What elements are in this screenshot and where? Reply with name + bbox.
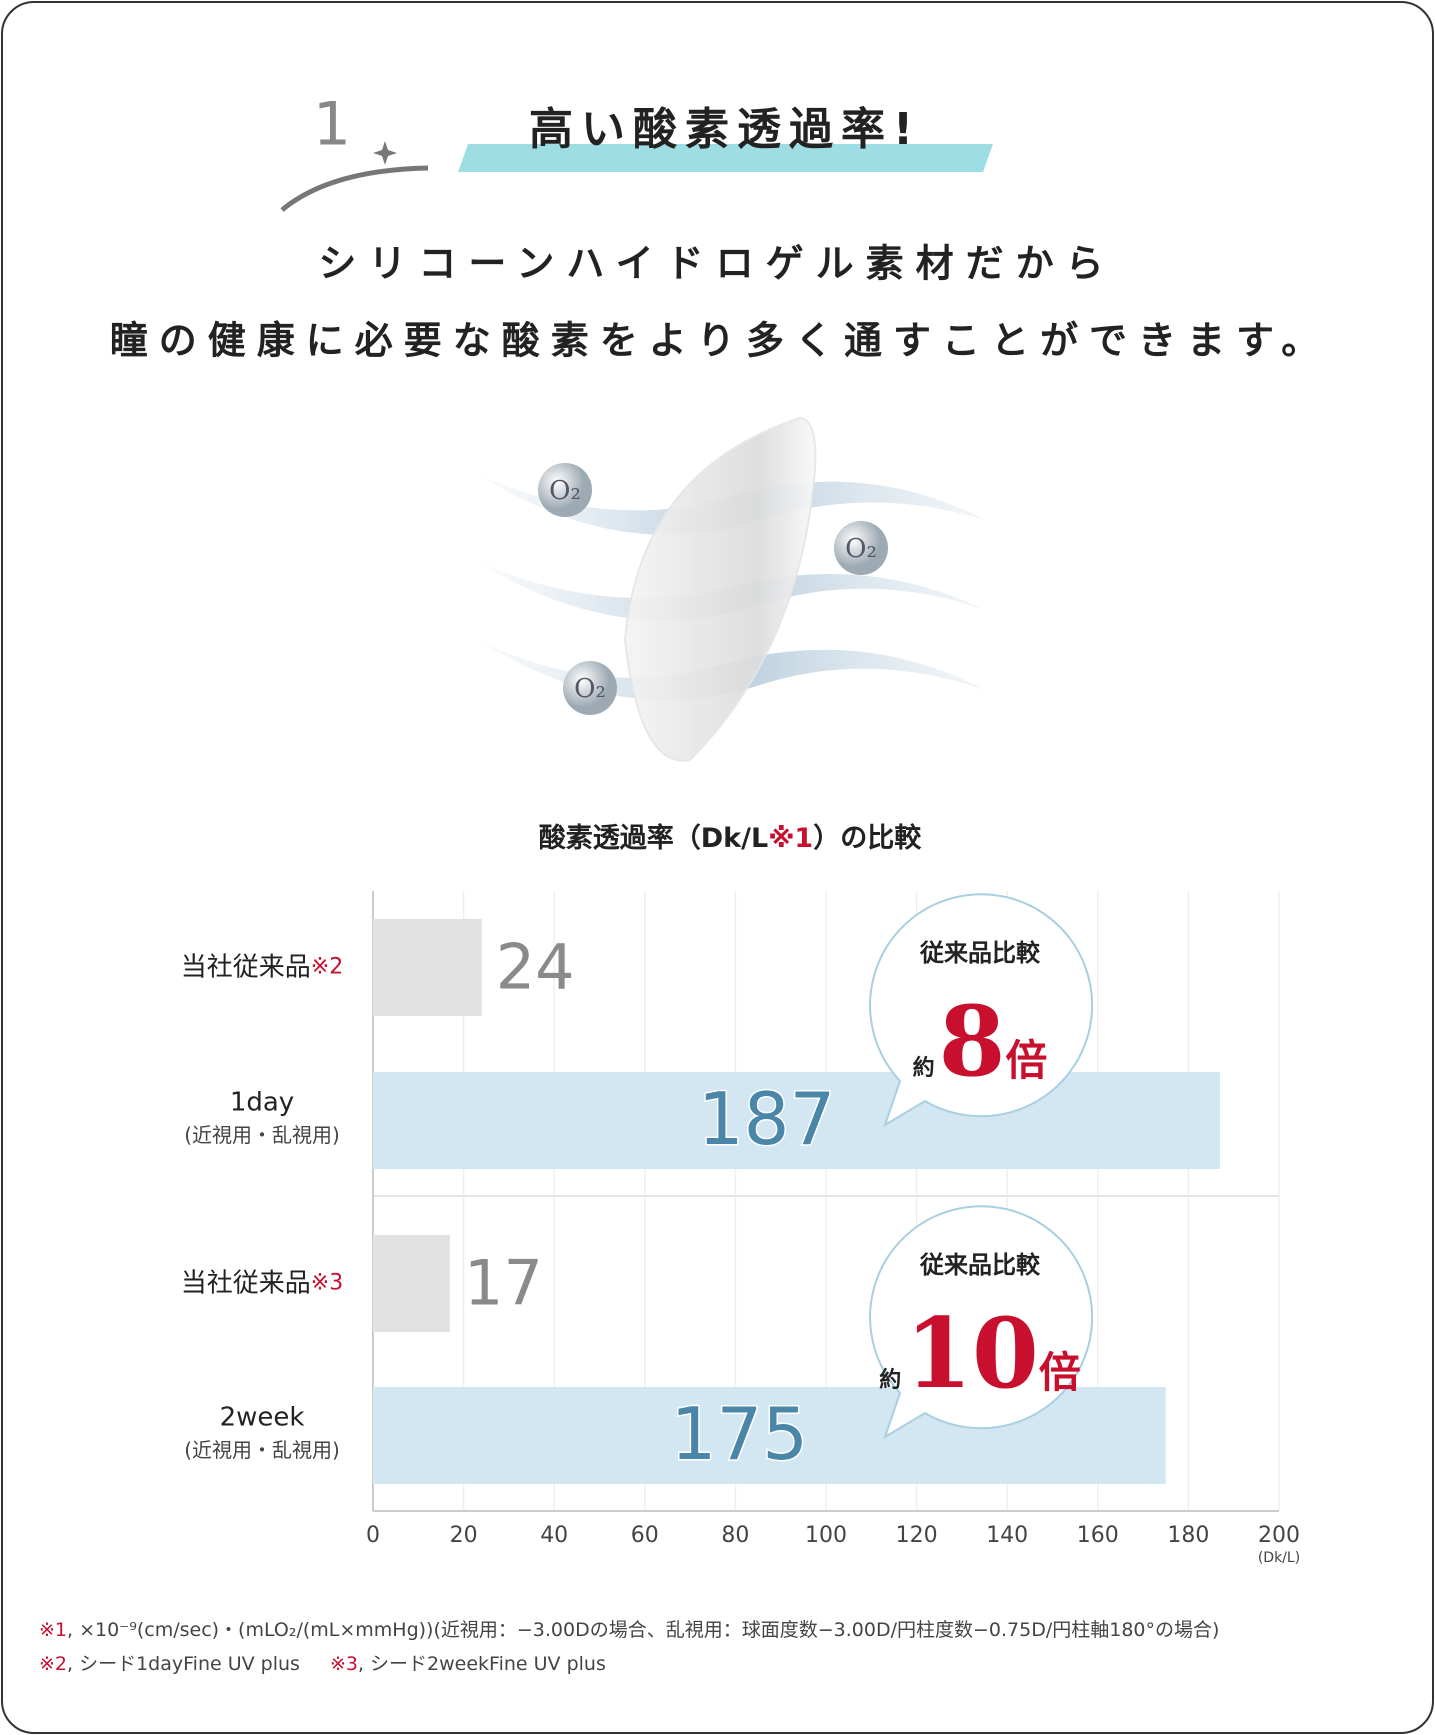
category-name: 2week	[220, 1402, 305, 1432]
bar	[373, 919, 482, 1016]
callout-heading: 従来品比較	[919, 939, 1041, 967]
footnote: ※2, シード1dayFine UV plus ※3, シード2weekFine …	[39, 1653, 606, 1675]
footnote-mark: ※1	[39, 1619, 67, 1641]
callout-suffix: 倍	[1005, 1036, 1047, 1085]
footnote-text: , ×10⁻⁹(cm/sec)・(mLO₂/(mL×mmHg))(近視用：−3.…	[67, 1619, 1219, 1641]
x-tick-label: 20	[450, 1523, 478, 1548]
value-label: 187	[698, 1077, 835, 1161]
callout-prefix: 約	[913, 1055, 935, 1081]
category-name: 1day	[230, 1087, 294, 1117]
callout-heading: 従来品比較	[919, 1251, 1041, 1279]
x-tick-label: 100	[805, 1523, 847, 1548]
x-tick-label: 120	[896, 1523, 938, 1548]
title-band	[458, 144, 993, 172]
lens-illustration: O₂ O₂ O₂	[478, 416, 985, 762]
callout-number: 8	[939, 985, 1006, 1098]
title-note: ※1	[768, 823, 813, 854]
section-title: 高い酸素透過率!	[529, 104, 921, 155]
subtitle: シリコーンハイドロゲル素材だから	[318, 242, 1115, 286]
bar	[373, 1235, 451, 1332]
x-tick-label: 180	[1167, 1523, 1209, 1548]
subtitle: 瞳の健康に必要な酸素をより多く通すことができます。	[110, 319, 1330, 363]
swoosh	[280, 165, 429, 212]
oxygen-label: O₂	[549, 476, 581, 506]
value-label: 24	[496, 931, 575, 1004]
callout-value: 約8倍	[913, 985, 1048, 1098]
bar	[373, 1072, 1221, 1169]
section-number: 1	[313, 90, 351, 160]
x-tick-label: 60	[631, 1523, 659, 1548]
callout-value: 約10倍	[879, 1297, 1081, 1410]
callout-suffix: 倍	[1039, 1348, 1081, 1397]
callout-prefix: 約	[879, 1367, 901, 1393]
category-label: 2week	[220, 1402, 305, 1432]
footnote-text: , シード1dayFine UV plus	[67, 1653, 300, 1675]
value-label: 17	[464, 1247, 543, 1320]
category-note: ※2	[311, 955, 343, 980]
category-label: 当社従来品※3	[181, 1268, 343, 1298]
footnote-text: , シード2weekFine UV plus	[358, 1653, 606, 1675]
category-label: 1day	[230, 1087, 294, 1117]
callout-number: 10	[905, 1297, 1039, 1410]
category-note: ※3	[311, 1271, 343, 1296]
chart-title: 酸素透過率（Dk/L	[539, 822, 768, 854]
x-unit: (Dk/L)	[1258, 1550, 1300, 1566]
chart-title: 酸素透過率（Dk/L※1）の比較	[539, 822, 922, 854]
callout	[869, 893, 1094, 1128]
footnote: ※1, ×10⁻⁹(cm/sec)・(mLO₂/(mL×mmHg))(近視用：−…	[39, 1619, 1219, 1641]
x-tick-label: 200	[1258, 1523, 1300, 1548]
category-name: 当社従来品	[181, 1268, 311, 1298]
category-sublabel: (近視用・乱視用)	[184, 1438, 340, 1462]
sparkle	[373, 141, 397, 165]
footnote-mark: ※2	[39, 1653, 67, 1675]
category-sublabel: (近視用・乱視用)	[184, 1123, 340, 1147]
footnote-mark: ※3	[330, 1653, 358, 1675]
x-tick-label: 0	[366, 1523, 380, 1548]
category-name: 当社従来品	[181, 952, 311, 982]
x-tick-label: 160	[1077, 1523, 1119, 1548]
x-tick-label: 80	[721, 1523, 749, 1548]
chart-title: ）の比較	[813, 822, 922, 854]
chart: 0 20 40 60 80 100 120 140 160 180 200 (Dk/L) 24 当社従来品…	[181, 891, 1300, 1566]
callout	[869, 1205, 1094, 1440]
oxygen-label: O₂	[845, 534, 877, 564]
x-tick-label: 40	[540, 1523, 568, 1548]
oxygen-label: O₂	[574, 674, 606, 704]
value-label: 175	[671, 1392, 808, 1476]
x-tick-label: 140	[986, 1523, 1028, 1548]
category-label: 当社従来品※2	[181, 952, 343, 982]
